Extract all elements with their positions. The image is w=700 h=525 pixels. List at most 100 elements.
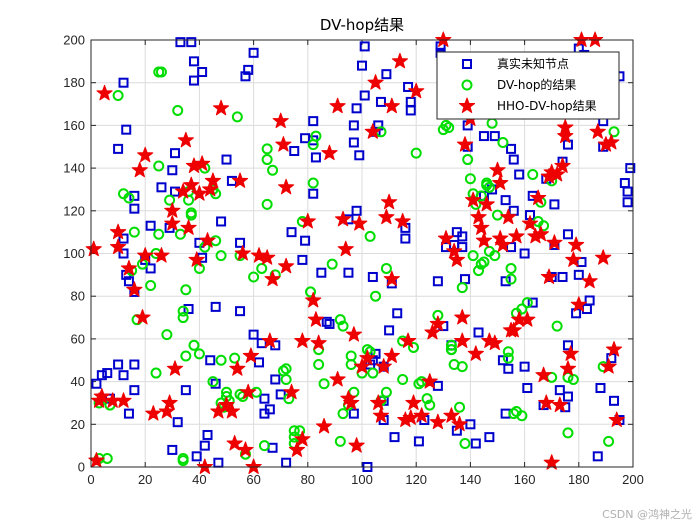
true-node-marker <box>289 146 300 157</box>
hho-dvhop-marker <box>530 189 547 205</box>
hho-dvhop-marker <box>562 345 579 361</box>
true-node-marker <box>514 169 525 180</box>
true-node-marker <box>270 374 281 385</box>
dvhop-marker <box>177 305 189 317</box>
dvhop-marker <box>155 66 167 78</box>
hho-dvhop-marker <box>454 332 471 349</box>
y-tick-label: 20 <box>71 417 85 432</box>
hho-dvhop-marker <box>321 144 338 161</box>
hho-dvhop-marker <box>196 458 213 474</box>
true-node-marker <box>145 263 156 274</box>
dvhop-marker <box>231 111 243 123</box>
hho-dvhop-marker <box>383 270 400 287</box>
hho-dvhop-marker <box>367 74 384 90</box>
hho-dvhop-marker <box>424 324 441 340</box>
dvhop-marker <box>207 376 219 388</box>
hho-dvhop-marker <box>437 230 455 246</box>
true-node-marker <box>470 438 481 449</box>
dvhop-marker <box>261 143 273 155</box>
hho-dvhop-marker <box>223 402 241 419</box>
hho-dvhop-marker <box>242 347 259 363</box>
true-node-marker <box>519 248 530 259</box>
dvhop-marker <box>443 122 455 134</box>
true-node-marker <box>183 304 194 315</box>
true-node-marker <box>308 116 319 127</box>
y-tick-label: 140 <box>63 161 85 176</box>
true-node-marker <box>500 276 511 287</box>
dvhop-marker <box>516 303 528 315</box>
hho-dvhop-marker <box>166 360 184 376</box>
hho-dvhop-marker <box>391 52 409 69</box>
data-markers <box>85 31 636 474</box>
true-node-marker <box>175 37 186 48</box>
true-node-marker <box>625 163 636 174</box>
dvhop-marker <box>172 104 184 116</box>
true-node-marker <box>357 60 367 71</box>
dvhop-marker <box>305 286 317 298</box>
hho-dvhop-marker <box>109 223 127 240</box>
true-node-marker <box>392 308 403 319</box>
hho-dvhop-marker <box>278 257 295 274</box>
hho-dvhop-marker <box>486 334 503 351</box>
dvhop-marker <box>267 164 279 176</box>
x-tick-label: 120 <box>405 472 427 487</box>
hho-dvhop-marker <box>305 291 322 308</box>
hho-dvhop-marker <box>478 195 495 212</box>
hho-dvhop-marker <box>380 193 398 210</box>
hho-dvhop-marker <box>240 383 257 400</box>
dvhop-marker <box>334 314 346 326</box>
true-node-marker <box>202 429 213 440</box>
true-node-marker <box>375 96 386 107</box>
true-node-marker <box>129 385 140 396</box>
hho-dvhop-marker <box>473 219 490 235</box>
true-node-marker <box>286 227 297 238</box>
dvhop-marker <box>337 320 349 332</box>
hho-dvhop-marker <box>180 219 197 235</box>
dvhop-marker <box>497 136 509 148</box>
plot-frame <box>90 39 634 468</box>
true-node-marker <box>96 370 107 381</box>
hho-dvhop-marker <box>399 332 417 349</box>
hho-dvhop-marker <box>278 178 295 195</box>
true-node-marker <box>549 199 560 210</box>
dvhop-marker <box>367 367 379 379</box>
true-node-marker <box>527 297 538 308</box>
true-node-marker <box>432 276 443 287</box>
hho-dvhop-marker <box>532 225 549 242</box>
true-node-marker <box>576 257 587 268</box>
hho-dvhop-marker <box>470 208 487 225</box>
dvhop-marker <box>112 90 124 102</box>
true-node-marker <box>210 378 221 389</box>
legend-symbol-dvhop-marker <box>461 79 473 91</box>
hho-dvhop-marker <box>595 249 612 265</box>
hho-dvhop-marker <box>505 321 522 338</box>
y-tick-label: 80 <box>71 289 85 304</box>
true-node-marker <box>465 419 476 430</box>
true-node-marker <box>210 301 221 312</box>
true-node-marker <box>622 186 633 197</box>
y-tick-label: 60 <box>71 331 85 346</box>
dvhop-marker <box>397 373 409 385</box>
chart-title: DV-hop结果 <box>320 16 404 34</box>
dvhop-marker <box>464 173 476 185</box>
hho-dvhop-marker <box>443 407 460 423</box>
dvhop-marker <box>153 160 165 172</box>
dvhop-marker <box>445 339 457 351</box>
dvhop-marker <box>440 119 452 131</box>
hho-dvhop-marker <box>212 99 230 116</box>
hho-dvhop-marker <box>538 394 555 410</box>
true-node-marker <box>508 154 519 165</box>
dvhop-marker <box>407 341 419 353</box>
dvhop-marker <box>370 290 382 302</box>
dvhop-marker <box>150 367 162 379</box>
true-node-marker <box>186 37 197 48</box>
true-node-marker <box>403 81 414 92</box>
hho-dvhop-marker <box>226 435 243 451</box>
hho-dvhop-marker <box>218 396 235 413</box>
true-node-marker <box>216 216 227 227</box>
dvhop-marker <box>128 226 140 238</box>
dvhop-marker <box>421 393 433 405</box>
hho-dvhop-marker <box>378 208 395 225</box>
dvhop-marker <box>145 280 157 292</box>
dvhop-marker <box>567 373 579 385</box>
